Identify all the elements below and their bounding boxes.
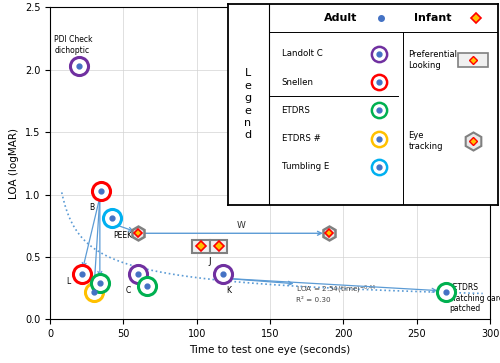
Text: eETDRS
Matching card
patched: eETDRS Matching card patched (449, 284, 500, 313)
FancyBboxPatch shape (458, 53, 488, 67)
Text: ETDRS #: ETDRS # (282, 134, 321, 143)
Text: Adult: Adult (324, 13, 358, 23)
Text: L: L (66, 277, 70, 286)
Text: K: K (226, 286, 231, 295)
Text: Landolt C: Landolt C (282, 49, 322, 58)
Text: Infant: Infant (414, 13, 452, 23)
Text: W: W (236, 221, 245, 230)
Text: Eye
tracking: Eye tracking (408, 131, 443, 151)
FancyBboxPatch shape (210, 240, 228, 253)
Text: B: B (89, 203, 94, 212)
Text: Preferential
Looking: Preferential Looking (408, 50, 458, 70)
Text: Tumbling E: Tumbling E (282, 162, 329, 171)
Text: Snellen: Snellen (282, 78, 314, 87)
Text: L
e
g
e
n
d: L e g e n d (244, 68, 252, 140)
Text: ETDRS: ETDRS (282, 106, 310, 115)
Text: PDI Check
dichoptic: PDI Check dichoptic (54, 35, 93, 55)
Text: LOA = 2.54(time)$^{-0.44}$
R² = 0.30: LOA = 2.54(time)$^{-0.44}$ R² = 0.30 (296, 284, 377, 303)
Text: J: J (208, 257, 211, 266)
FancyBboxPatch shape (192, 240, 210, 253)
Text: PEEK: PEEK (113, 231, 132, 240)
Text: C: C (126, 286, 130, 295)
Y-axis label: LOA (logMAR): LOA (logMAR) (9, 128, 19, 199)
X-axis label: Time to test one eye (seconds): Time to test one eye (seconds) (190, 345, 350, 355)
